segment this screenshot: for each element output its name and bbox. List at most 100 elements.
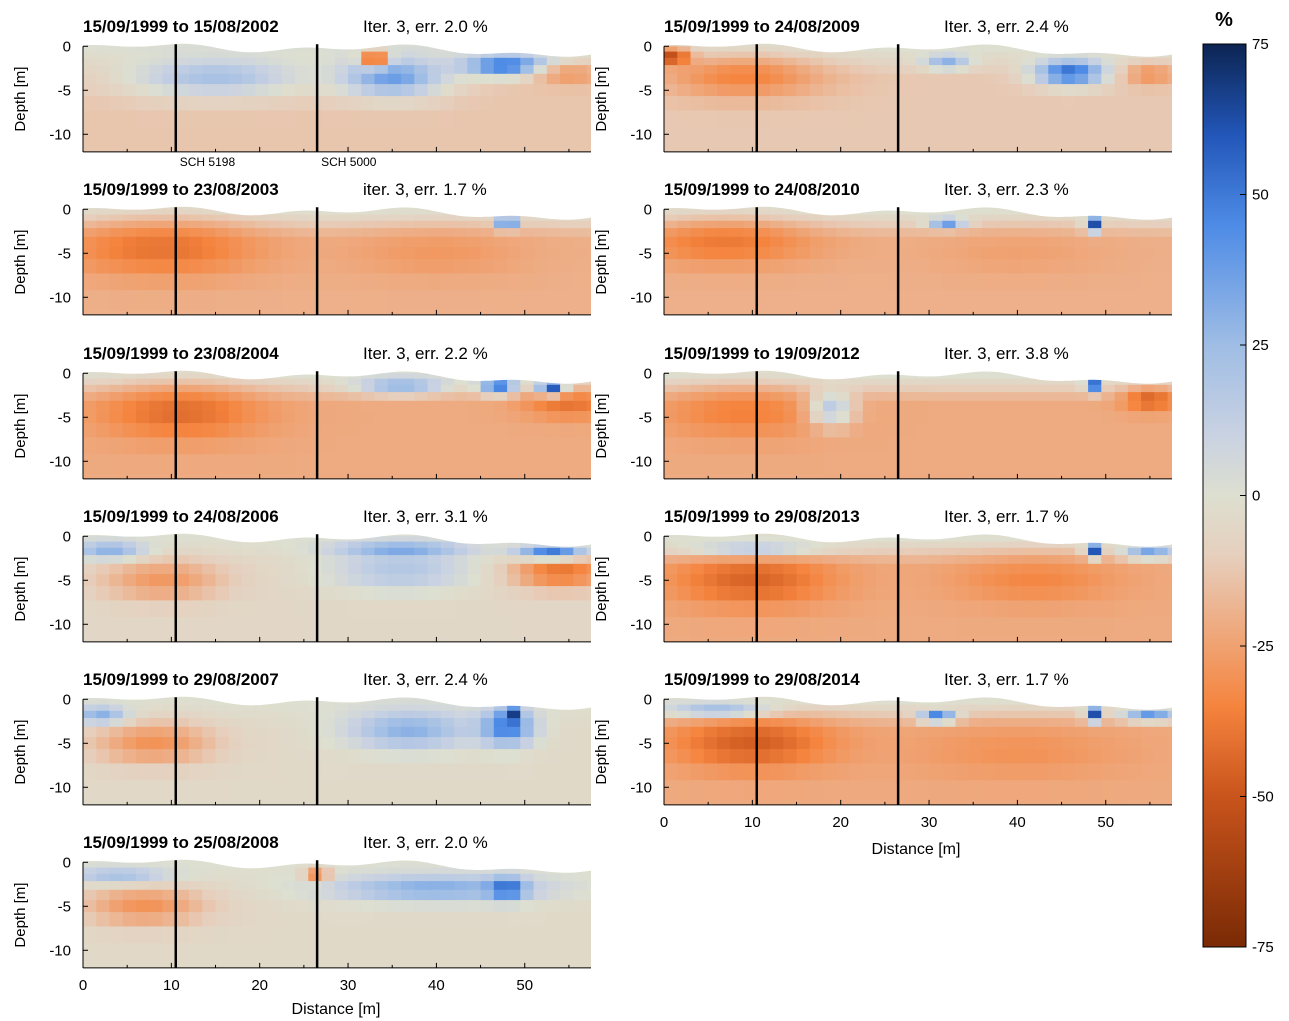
heatmap-cell	[1127, 209, 1142, 216]
heatmap-cell	[255, 574, 270, 587]
heatmap-cell	[387, 57, 402, 66]
heatmap-cell	[83, 147, 97, 152]
heatmap-cell	[1167, 533, 1172, 537]
heatmap-cell	[308, 574, 323, 587]
heatmap-cell	[96, 862, 111, 869]
heatmap-cell	[136, 873, 150, 882]
heatmap-cell	[573, 780, 588, 801]
heatmap-cell	[1114, 236, 1129, 248]
heatmap-cell	[507, 586, 521, 601]
heatmap-cell	[281, 273, 296, 291]
heatmap-cell	[83, 437, 97, 455]
heatmap-cell	[1088, 600, 1102, 618]
heatmap-cell	[586, 206, 591, 210]
heatmap-cell	[374, 536, 389, 543]
heatmap-cell	[295, 209, 309, 216]
heatmap-cell	[228, 147, 243, 152]
heatmap-cell	[467, 57, 482, 66]
heatmap-cell	[175, 209, 190, 216]
heatmap-cell	[427, 963, 442, 968]
heatmap-cell	[546, 536, 561, 543]
heatmap-cell	[189, 96, 203, 111]
heatmap-cell	[756, 536, 771, 543]
heatmap-cell	[1127, 780, 1142, 801]
heatmap-cell	[1167, 699, 1172, 706]
heatmap-cell	[546, 862, 561, 869]
heatmap-cell	[242, 454, 256, 475]
heatmap-cell	[703, 541, 718, 549]
heatmap-cell	[440, 384, 455, 393]
heatmap-cell	[876, 290, 890, 311]
heatmap-cell	[228, 696, 243, 700]
heatmap-cell	[664, 533, 678, 537]
heatmap-cell	[915, 373, 930, 380]
heatmap-cell	[348, 310, 362, 315]
heatmap-cell	[467, 392, 482, 402]
heatmap-cell	[690, 247, 705, 260]
heatmap-cell	[756, 563, 771, 575]
heatmap-cell	[175, 290, 190, 311]
heatmap-cell	[862, 220, 877, 229]
heatmap-cell	[770, 247, 784, 260]
heatmap-cell	[1154, 617, 1169, 638]
heatmap-cell	[1021, 574, 1036, 587]
heatmap-cell	[1141, 718, 1155, 728]
heatmap-cell	[348, 800, 362, 805]
heatmap-cell	[374, 290, 389, 311]
heatmap-cell	[1167, 84, 1172, 97]
heatmap-cell	[889, 273, 904, 291]
heatmap-cell	[717, 437, 731, 455]
heatmap-cell	[83, 699, 97, 706]
heatmap-cell	[493, 290, 508, 311]
heatmap-cell	[480, 574, 495, 587]
heatmap-cell	[862, 800, 877, 805]
heatmap-cell	[215, 881, 230, 891]
heatmap-cell	[1035, 737, 1049, 750]
heatmap-cell	[189, 862, 203, 869]
heatmap-cell	[1127, 704, 1142, 712]
heatmap-cell	[1061, 46, 1076, 53]
heatmap-cell	[308, 563, 323, 575]
heatmap-cell	[136, 900, 150, 913]
heatmap-cell	[717, 209, 731, 216]
heatmap-cell	[454, 209, 468, 216]
heatmap-cell	[242, 209, 256, 216]
heatmap-cell	[982, 220, 996, 229]
heatmap-cell	[1167, 46, 1172, 53]
heatmap-cell	[533, 474, 548, 479]
heatmap-cell	[743, 51, 758, 59]
heatmap-cell	[348, 206, 362, 210]
heatmap-cell	[862, 84, 877, 97]
heatmap-cell	[849, 73, 864, 85]
heatmap-cell	[1008, 749, 1023, 764]
heatmap-cell	[982, 710, 996, 719]
heatmap-cell	[334, 290, 349, 311]
heatmap-cell	[361, 273, 376, 291]
heatmap-cell	[1061, 780, 1076, 801]
heatmap-cell	[467, 555, 482, 565]
heatmap-cell	[995, 718, 1010, 728]
heatmap-cell	[1114, 65, 1129, 75]
heatmap-cell	[1114, 411, 1129, 424]
heatmap-cell	[982, 474, 996, 479]
heatmap-cell	[334, 600, 349, 618]
heatmap-cell	[215, 73, 230, 85]
heatmap-cell	[162, 704, 177, 712]
heatmap-cell	[109, 696, 124, 700]
heatmap-cell	[414, 373, 429, 380]
heatmap-cell	[823, 147, 837, 152]
heatmap-cell	[664, 617, 678, 638]
heatmap-cell	[756, 423, 771, 438]
heatmap-cell	[122, 859, 137, 863]
heatmap-cell	[889, 411, 904, 424]
heatmap-cell	[414, 65, 429, 75]
heatmap-cell	[122, 236, 137, 248]
heatmap-cell	[717, 370, 731, 374]
heatmap-cell	[1008, 392, 1023, 402]
heatmap-cell	[427, 586, 442, 601]
heatmap-cell	[255, 900, 270, 913]
heatmap-cell	[533, 867, 548, 875]
heatmap-cell	[1074, 737, 1089, 750]
heatmap-cell	[836, 236, 851, 248]
heatmap-cell	[889, 617, 904, 638]
